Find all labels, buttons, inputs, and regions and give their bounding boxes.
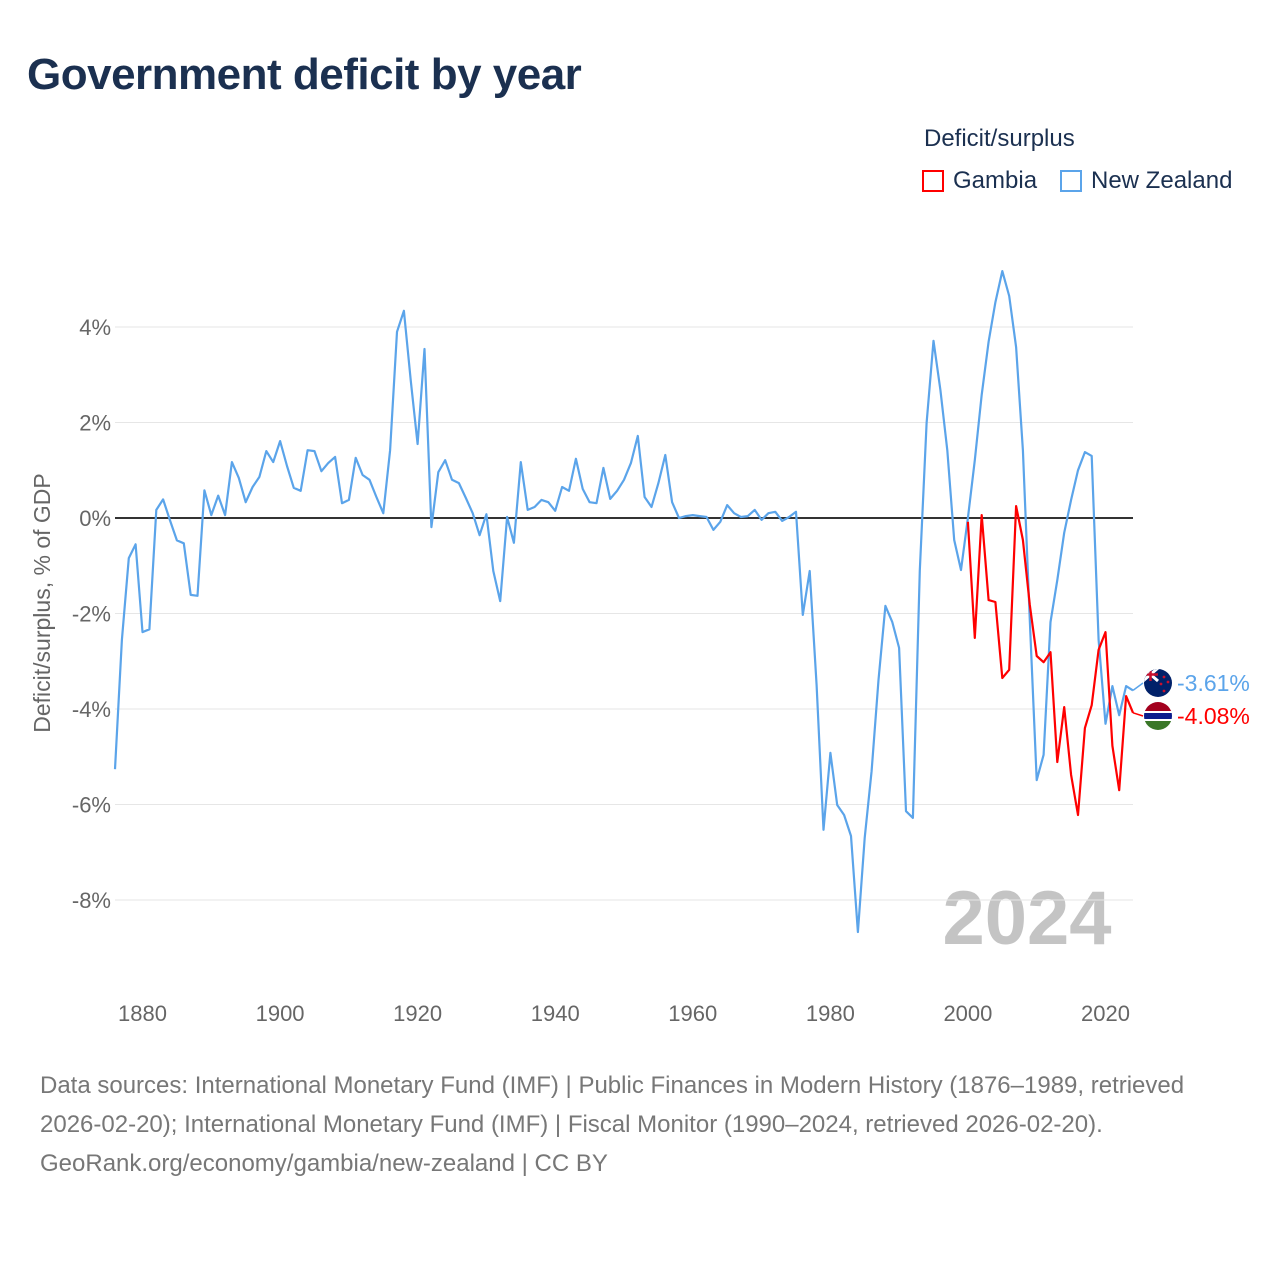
flag-stripe [1144,721,1172,730]
y-tick-label: 0% [79,506,111,531]
y-tick-label: -8% [72,888,111,913]
chart-title: Government deficit by year [27,50,582,99]
legend-item-new-zealand[interactable]: New Zealand [1060,167,1232,195]
series-line-gambia [966,505,1135,817]
flag-body [1144,702,1172,730]
y-tick-label: -4% [72,697,111,722]
y-tick-label: -6% [72,793,111,818]
x-tick-label: 2000 [943,1001,992,1026]
y-tick-label: 2% [79,411,111,436]
y-tick-label: -2% [72,602,111,627]
new-zealand-flag-icon [1144,669,1172,697]
y-tick-label: 4% [79,315,111,340]
year-watermark: 2024 [942,876,1111,961]
series-line-new-zealand [113,270,1134,934]
gambia-flag-icon [1144,702,1172,730]
end-label-gambia: -4.08% [1177,703,1250,729]
x-tick-label: 2020 [1081,1001,1130,1026]
legend-swatch-gambia [922,170,944,192]
legend-swatch-new-zealand [1060,170,1082,192]
x-tick-label: 1880 [118,1001,167,1026]
flag-body [1144,669,1172,697]
flag-stripe [1144,713,1172,719]
x-tick-label: 1900 [256,1001,305,1026]
legend-item-gambia[interactable]: Gambia [922,167,1037,195]
credit-link[interactable]: GeoRank.org/economy/gambia/new-zealand |… [40,1150,608,1177]
flag-star [1159,682,1163,686]
end-connector-new-zealand [1132,682,1144,691]
end-connector-gambia [1132,712,1144,717]
end-label-new-zealand: -3.61% [1177,670,1250,696]
x-tick-label: 1980 [806,1001,855,1026]
flag-star [1162,689,1166,693]
legend-title: Deficit/surplus [924,125,1075,152]
flag-star [1166,680,1170,684]
x-tick-label: 1920 [393,1001,442,1026]
line-chart: 2024 4% 2% 0% -2% -4% -6% -8% 1880 1900 1920 1940… [29,270,1250,1026]
x-tick-label: 1940 [531,1001,580,1026]
flag-stripe [1144,702,1172,711]
footer: Data sources: International Monetary Fun… [40,1066,1240,1183]
y-axis-label: Deficit/surplus, % of GDP [29,473,55,732]
flag-star [1162,675,1166,679]
data-sources: Data sources: International Monetary Fun… [40,1072,1185,1138]
x-tick-label: 1960 [668,1001,717,1026]
legend-label-gambia: Gambia [953,167,1038,194]
legend-label-new-zealand: New Zealand [1091,167,1233,194]
